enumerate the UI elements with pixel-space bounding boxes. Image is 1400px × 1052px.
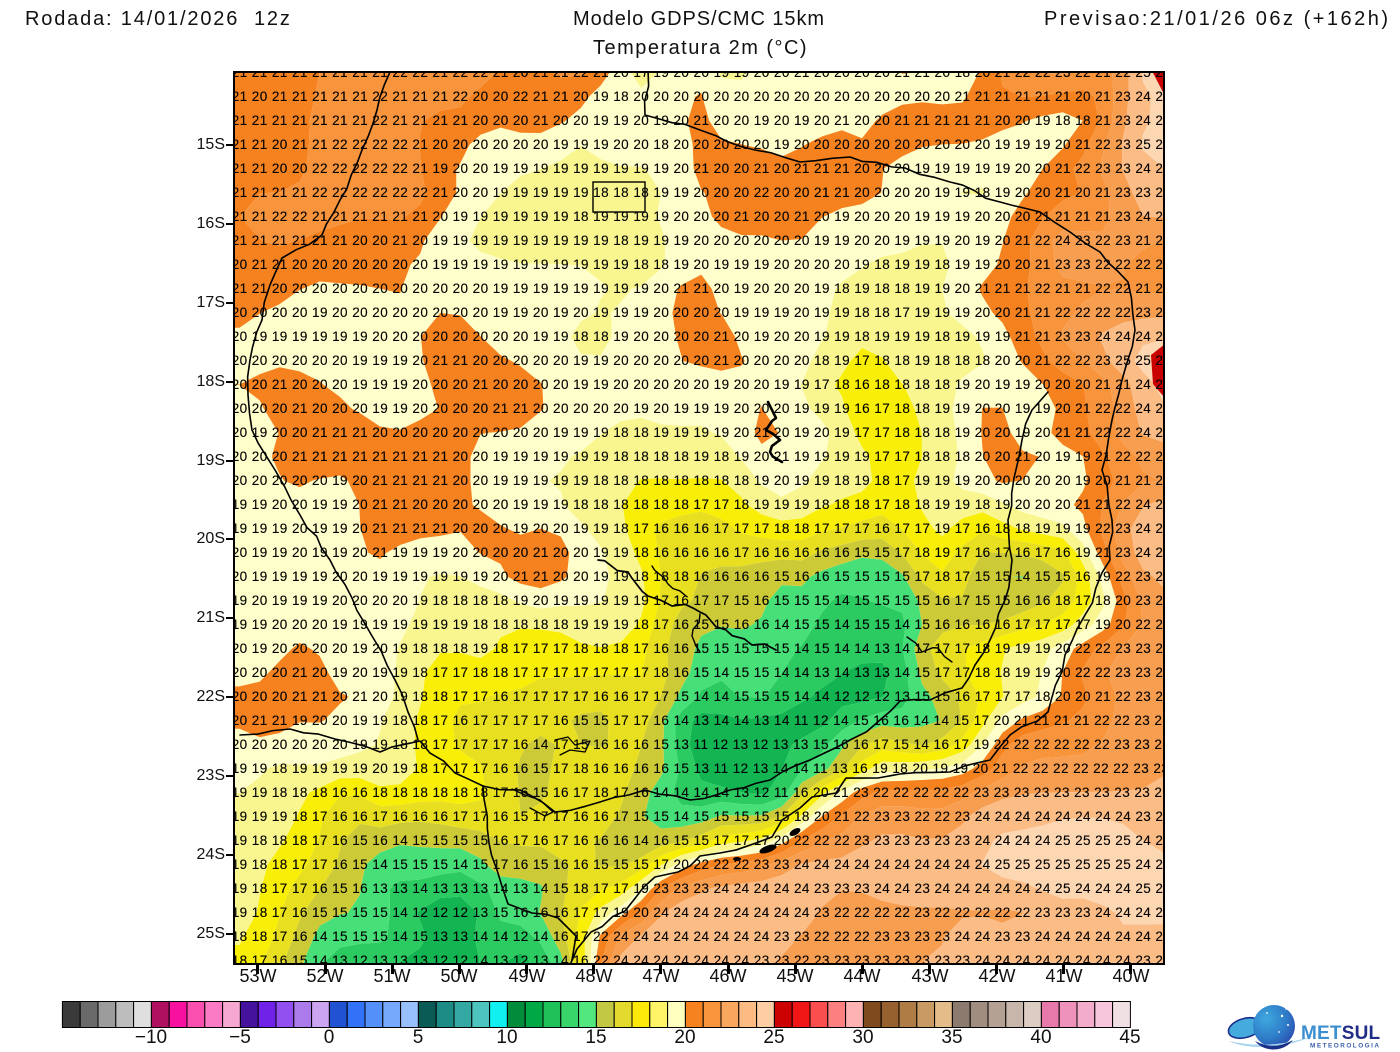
svg-text:METEOROLOGIA: METEOROLOGIA [1310,1043,1381,1050]
svg-text:METSUL: METSUL [1301,1023,1381,1044]
